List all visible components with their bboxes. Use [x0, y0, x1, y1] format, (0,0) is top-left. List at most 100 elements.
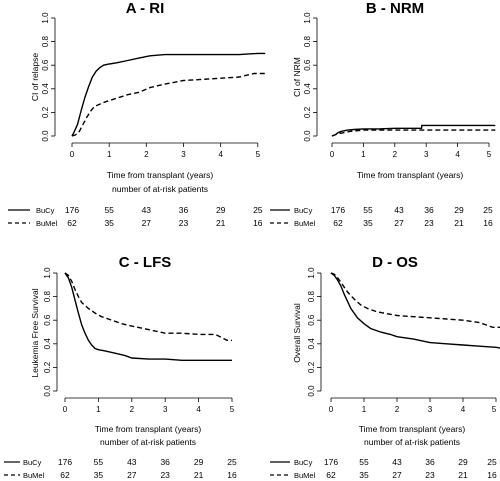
risk-count: 29: [194, 457, 204, 467]
x-tick-label: 0: [329, 405, 334, 414]
y-tick-label: 0.8: [41, 35, 50, 47]
risk-row-label: BuCy: [23, 458, 42, 467]
risk-count: 27: [392, 470, 402, 480]
y-tick-3: 0.6: [307, 314, 321, 326]
x-axis: 0 1 2 3 4 5: [330, 142, 492, 159]
y-tick-label: 0.0: [303, 130, 312, 142]
y-tick-label: 0.8: [303, 35, 312, 47]
series-line-bucy: [330, 272, 500, 349]
panel-title: D - OS: [372, 254, 418, 271]
x-tick-label: 4: [218, 150, 223, 159]
y-tick-1: 0.2: [307, 361, 321, 373]
x-axis-label: Time from transplant (years): [95, 424, 202, 434]
x-tick-2: 2: [395, 398, 400, 414]
x-tick-0: 0: [63, 398, 68, 414]
y-tick-0: 0.0: [303, 130, 317, 142]
y-tick-4: 0.8: [43, 290, 57, 302]
risk-count: 16: [253, 218, 263, 228]
x-tick-0: 0: [330, 143, 335, 159]
y-axis-label: Leukemia Free Survival: [30, 288, 40, 377]
x-tick-1: 1: [96, 398, 101, 414]
x-axis: 0 1 2 3 4 5: [329, 397, 497, 414]
risk-count: 176: [65, 205, 79, 215]
risk-row-bucy: BuCy 176 55 43 36 29 25: [8, 205, 263, 215]
y-tick-label: 0.2: [303, 106, 312, 118]
y-tick-0: 0.0: [41, 130, 55, 142]
x-tick-5: 5: [230, 398, 235, 414]
risk-row-bucy: BuCy 176 55 43 36 29 25: [270, 457, 497, 467]
y-tick-label: 0.4: [41, 83, 50, 95]
risk-count: 27: [394, 218, 404, 228]
risk-count: 43: [394, 205, 404, 215]
risk-row-bumel: BuMel 62 35 27 23 21 16: [270, 470, 497, 480]
risk-count: 25: [487, 457, 497, 467]
risk-table-title: number of at-risk patients: [364, 437, 460, 447]
x-tick-label: 5: [230, 405, 235, 414]
y-tick-label: 0.2: [43, 361, 52, 373]
x-tick-label: 0: [63, 405, 68, 414]
y-tick-5: 1.0: [43, 267, 57, 279]
risk-count: 36: [425, 457, 435, 467]
x-tick-4: 4: [455, 143, 460, 159]
risk-row-label: BuMel: [294, 219, 316, 228]
panel-d: D - OS Overall Survival 0.0 0.2 0.4 0.6 …: [270, 254, 500, 480]
y-tick-5: 1.0: [303, 12, 317, 24]
series-line-bumel: [331, 129, 496, 137]
y-tick-5: 1.0: [307, 267, 321, 279]
x-tick-label: 1: [361, 150, 366, 159]
y-axis: 0.0 0.2 0.4 0.6 0.8 1.0: [43, 267, 58, 397]
y-tick-4: 0.8: [41, 35, 55, 47]
risk-row-bumel: BuMel 62 35 27 23 21 16: [270, 218, 493, 228]
y-tick-1: 0.2: [303, 106, 317, 118]
y-tick-label: 0.4: [307, 338, 316, 350]
y-tick-label: 1.0: [307, 267, 316, 279]
risk-table-title: number of at-risk patients: [112, 184, 208, 194]
x-tick-label: 0: [330, 150, 335, 159]
x-tick-label: 1: [96, 405, 101, 414]
x-tick-2: 2: [144, 143, 149, 159]
x-tick-label: 5: [487, 150, 492, 159]
risk-count: 16: [487, 470, 497, 480]
risk-row-label: BuCy: [294, 458, 313, 467]
risk-count: 35: [104, 218, 114, 228]
x-tick-1: 1: [361, 143, 366, 159]
y-tick-5: 1.0: [41, 12, 55, 24]
risk-row-bucy: BuCy 176 55 43 36 29 25: [4, 457, 237, 467]
x-tick-4: 4: [196, 398, 201, 414]
x-axis: 0 1 2 3 4 5: [70, 142, 261, 159]
y-tick-label: 0.8: [43, 290, 52, 302]
x-tick-2: 2: [393, 143, 398, 159]
x-tick-1: 1: [362, 398, 367, 414]
risk-count: 35: [363, 218, 373, 228]
risk-table: BuCy 176 55 43 36 29 25 BuMel 62 35 27 2…: [270, 457, 497, 480]
x-tick-3: 3: [428, 398, 433, 414]
risk-count: 43: [142, 205, 152, 215]
risk-count: 35: [359, 470, 369, 480]
risk-count: 62: [60, 470, 70, 480]
x-axis-label: Time from transplant (years): [107, 170, 214, 180]
risk-table: BuCy 176 55 43 36 29 25 BuMel 62 35 27 2…: [8, 205, 263, 228]
series-line-bucy: [64, 272, 232, 361]
y-axis: 0.0 0.2 0.4 0.6 0.8 1.0: [303, 12, 318, 142]
y-tick-2: 0.4: [41, 83, 55, 95]
panel-title: A - RI: [126, 0, 165, 17]
x-tick-label: 2: [130, 405, 135, 414]
risk-count: 21: [454, 218, 464, 228]
y-tick-0: 0.0: [307, 385, 321, 397]
risk-count: 62: [67, 218, 77, 228]
x-tick-label: 1: [362, 405, 367, 414]
y-axis: 0.0 0.2 0.4 0.6 0.8 1.0: [41, 12, 56, 142]
x-axis: 0 1 2 3 4 5: [63, 397, 235, 414]
series-line-bumel: [64, 272, 232, 341]
risk-count: 25: [227, 457, 237, 467]
risk-count: 36: [424, 205, 434, 215]
panel-title: C - LFS: [119, 254, 172, 271]
y-tick-label: 0.4: [303, 83, 312, 95]
risk-count: 29: [454, 205, 464, 215]
y-axis: 0.0 0.2 0.4 0.6 0.8 1.0: [307, 267, 322, 397]
x-tick-label: 3: [163, 405, 168, 414]
x-tick-label: 5: [492, 405, 497, 414]
risk-count: 62: [333, 218, 343, 228]
panel-title: B - NRM: [366, 0, 424, 17]
